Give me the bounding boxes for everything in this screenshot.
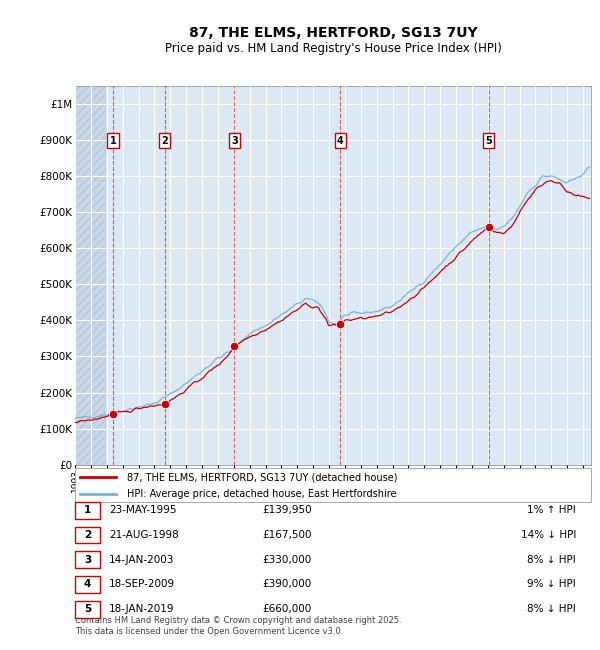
Text: £139,950: £139,950 <box>262 505 312 515</box>
Text: 18-SEP-2009: 18-SEP-2009 <box>109 579 175 590</box>
Text: 18-JAN-2019: 18-JAN-2019 <box>109 604 175 614</box>
Text: Contains HM Land Registry data © Crown copyright and database right 2025.
This d: Contains HM Land Registry data © Crown c… <box>75 616 401 636</box>
Text: 4: 4 <box>337 136 344 146</box>
Text: HPI: Average price, detached house, East Hertfordshire: HPI: Average price, detached house, East… <box>127 489 396 499</box>
Text: 1% ↑ HPI: 1% ↑ HPI <box>527 505 576 515</box>
Text: 8% ↓ HPI: 8% ↓ HPI <box>527 604 576 614</box>
Text: 5: 5 <box>84 604 91 614</box>
Text: 1: 1 <box>110 136 116 146</box>
Text: 21-AUG-1998: 21-AUG-1998 <box>109 530 179 540</box>
Text: 9% ↓ HPI: 9% ↓ HPI <box>527 579 576 590</box>
Text: Price paid vs. HM Land Registry's House Price Index (HPI): Price paid vs. HM Land Registry's House … <box>164 42 502 55</box>
Text: £330,000: £330,000 <box>263 554 312 565</box>
Text: £660,000: £660,000 <box>263 604 312 614</box>
Text: 2: 2 <box>161 136 168 146</box>
Text: 4: 4 <box>84 579 91 590</box>
Text: 1: 1 <box>84 505 91 515</box>
Text: 87, THE ELMS, HERTFORD, SG13 7UY: 87, THE ELMS, HERTFORD, SG13 7UY <box>188 26 478 40</box>
Text: 3: 3 <box>84 554 91 565</box>
Text: 2: 2 <box>84 530 91 540</box>
Text: 5: 5 <box>485 136 492 146</box>
Text: 3: 3 <box>231 136 238 146</box>
Text: 14% ↓ HPI: 14% ↓ HPI <box>521 530 576 540</box>
Text: £390,000: £390,000 <box>263 579 312 590</box>
Text: £167,500: £167,500 <box>263 530 312 540</box>
Text: 8% ↓ HPI: 8% ↓ HPI <box>527 554 576 565</box>
Text: 87, THE ELMS, HERTFORD, SG13 7UY (detached house): 87, THE ELMS, HERTFORD, SG13 7UY (detach… <box>127 473 397 482</box>
Text: 23-MAY-1995: 23-MAY-1995 <box>109 505 176 515</box>
Text: 14-JAN-2003: 14-JAN-2003 <box>109 554 175 565</box>
